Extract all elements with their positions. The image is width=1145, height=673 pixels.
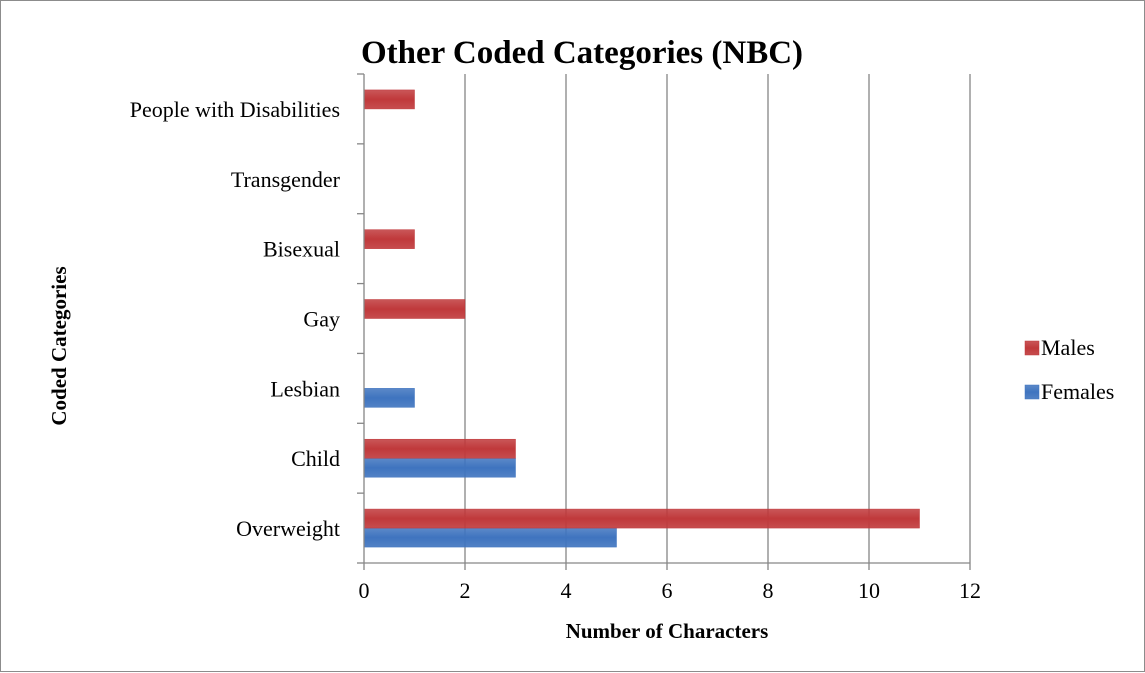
y-tick-label: Transgender: [231, 167, 341, 192]
x-tick-label: 0: [359, 578, 370, 603]
x-tick-label: 10: [858, 578, 880, 603]
y-tick-label: People with Disabilities: [130, 97, 340, 122]
bars: [363, 89, 920, 548]
legend-swatch-females: [1024, 384, 1040, 400]
bar-males-people-with-disabilities: [363, 89, 415, 110]
bar-males-gay: [363, 299, 466, 319]
y-tick-label: Lesbian: [270, 376, 340, 401]
x-axis-title: Number of Characters: [566, 619, 769, 643]
x-tick-label: 4: [561, 578, 572, 603]
legend-label-females: Females: [1041, 379, 1114, 404]
bar-males-child: [363, 438, 516, 459]
chart-title: Other Coded Categories (NBC): [361, 35, 803, 71]
y-tick-label: Overweight: [236, 516, 340, 541]
gridlines: [464, 74, 971, 563]
x-tick-label: 6: [662, 578, 673, 603]
y-tick-label: Child: [291, 446, 340, 471]
y-axis-title: Coded Categories: [47, 266, 71, 425]
legend-swatch-males: [1024, 340, 1040, 356]
bar-females-child: [363, 457, 516, 478]
bar-males-overweight: [363, 508, 920, 529]
axes: [357, 73, 971, 570]
legend: Males Females: [1024, 335, 1114, 404]
x-tick-label: 12: [959, 578, 981, 603]
bar-females-overweight: [363, 527, 617, 548]
x-tick-label: 8: [763, 578, 774, 603]
y-tick-label: Bisexual: [263, 237, 340, 262]
y-tick-label: Gay: [303, 307, 340, 332]
x-tick-label: 2: [460, 578, 471, 603]
bar-males-bisexual: [363, 229, 415, 249]
tick-labels: Overweight Child Lesbian Gay Bisexual Transge…: [130, 97, 981, 603]
legend-label-males: Males: [1041, 335, 1095, 360]
bar-females-lesbian: [363, 388, 415, 408]
